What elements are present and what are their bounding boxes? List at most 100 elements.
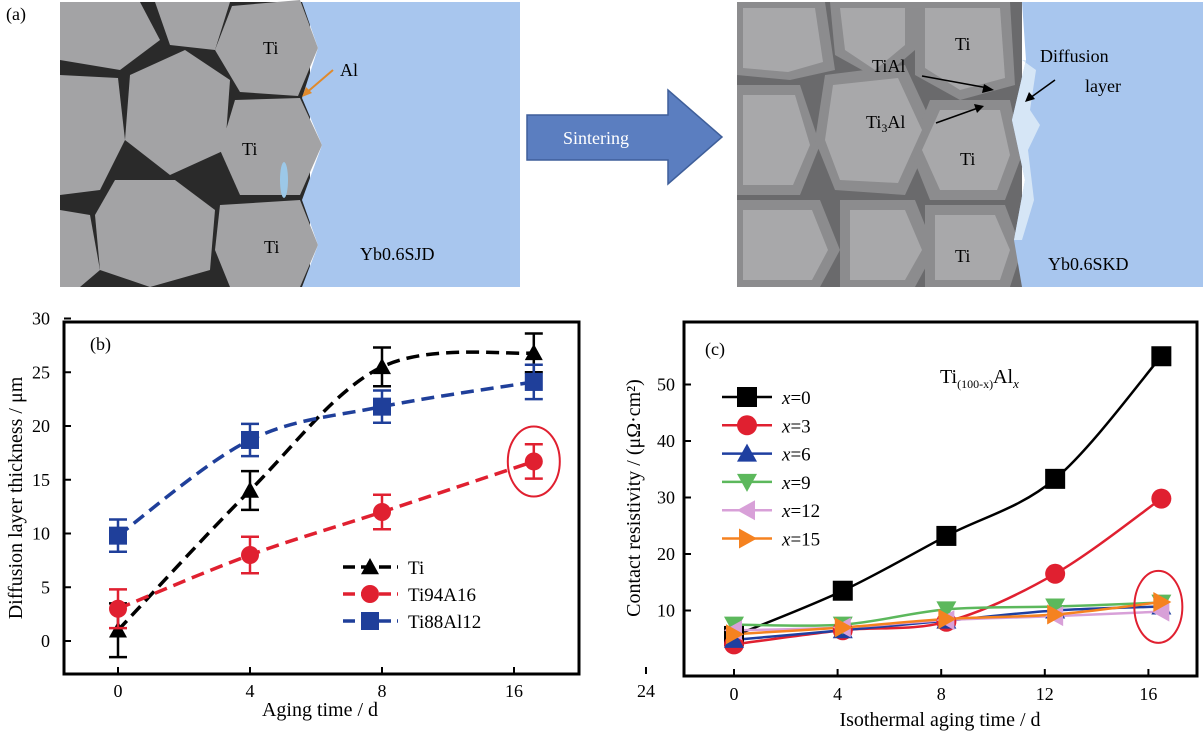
data-point (1151, 594, 1172, 613)
legend-c: x=0 x=3 x=6 x=9 x=12 x=15 (722, 387, 820, 551)
series-group-b (109, 332, 561, 659)
ti3al-arrow (935, 107, 979, 124)
data-point (1151, 601, 1170, 622)
grain-label-ti: Ti (264, 237, 279, 257)
data-point (724, 629, 744, 648)
legend-label: Ti94A16 (408, 585, 476, 606)
substrate-label-right: Yb0.6SKD (1048, 254, 1129, 274)
legend-marker (737, 500, 755, 521)
tial-label: TiAl (872, 56, 905, 76)
series-line (733, 497, 1163, 646)
data-point (936, 611, 957, 632)
ti-grain (60, 210, 100, 287)
y-tick-label: 25 (32, 362, 50, 382)
panel-b-label: (b) (90, 334, 111, 355)
panel-a-label: (a) (6, 4, 26, 25)
y-tick-label: 20 (32, 416, 50, 436)
legend-marker (737, 473, 757, 492)
ti-grain (60, 75, 125, 195)
data-point (373, 503, 391, 521)
schematic-panel-a: (a) Ti Ti Ti Al Yb0.6SJD Sintering (6, 0, 1203, 287)
data-point (109, 599, 127, 618)
grain-label-ti: Ti (263, 38, 278, 58)
legend-label: x=9 (781, 473, 811, 494)
data-point (834, 617, 853, 638)
legend-label: x=12 (781, 501, 820, 522)
legend-marker (737, 387, 757, 407)
data-point (724, 625, 744, 646)
ti-grain (220, 98, 322, 195)
data-point (1047, 604, 1066, 625)
ti-grain (155, 2, 230, 50)
y-axis-ticks-c: 10 20 30 40 50 (657, 375, 691, 621)
data-point (109, 621, 127, 638)
x-tick-label: 16 (505, 681, 523, 701)
series-line (116, 380, 535, 538)
y-tick-label: 20 (657, 544, 675, 564)
legend-label: x=3 (781, 416, 811, 437)
ti-grain (60, 2, 160, 70)
data-point (524, 343, 543, 361)
highlight-circle (506, 425, 561, 498)
y-axis-label-c: Contact resistivity / (μΩ·cm²) (623, 379, 645, 617)
grain-label-ti: Ti (242, 139, 257, 159)
data-point (936, 610, 957, 629)
formula-label: Ti(100-x)Alx (940, 366, 1019, 391)
legend-label: x=0 (781, 388, 811, 409)
diffusion-layer-label: Diffusion (1040, 46, 1109, 66)
diffusion-layer-label-line2: layer (1085, 76, 1121, 96)
y-tick-label: 10 (657, 601, 675, 621)
data-point (1151, 596, 1172, 615)
x-tick-label: 24 (637, 681, 655, 701)
x-axis-ticks-c: 0 4 8 12 16 (730, 669, 1157, 704)
x-tick-label: 16 (1139, 684, 1157, 704)
legend-marker (737, 443, 757, 462)
y-axis-label-b: Diffusion layer thickness / μm (5, 376, 27, 619)
plot-frame-b (62, 320, 581, 676)
x-axis-label-c: Isothermal aging time / d (839, 709, 1040, 731)
y-tick-label: 5 (41, 577, 50, 597)
data-point (241, 546, 259, 564)
series-line (733, 600, 1162, 636)
y-tick-label: 0 (41, 631, 50, 651)
data-point (724, 616, 744, 635)
grain-label-ti: Ti (955, 34, 970, 54)
substrate-yb06skd (1012, 2, 1203, 287)
x-tick-label: 8 (378, 681, 387, 701)
grain-label-ti: Ti (955, 246, 970, 266)
data-point (1045, 606, 1064, 627)
al-label: Al (340, 60, 358, 80)
legend-b: Ti Ti94A16 Ti88Al12 (343, 558, 481, 633)
sintering-arrow: Sintering (526, 88, 724, 186)
data-point (724, 634, 744, 655)
data-point (936, 525, 957, 546)
x-tick-label: 0 (730, 684, 739, 704)
legend-marker (739, 528, 757, 549)
highlight-circle (1133, 569, 1184, 644)
y-tick-label: 15 (32, 470, 50, 490)
x-tick-label: 4 (833, 684, 842, 704)
legend-label: x=15 (781, 530, 820, 551)
diffusion-arrow (1029, 79, 1056, 99)
data-point (1045, 598, 1066, 617)
data-point (726, 624, 744, 645)
data-point (1153, 592, 1172, 613)
legend-marker (361, 585, 379, 603)
before-sintering-schematic: Ti Ti Ti Al Yb0.6SJD (60, 0, 520, 287)
after-sintering-schematic: Ti Ti Ti TiAl Ti3Al Diffusion layer Yb0.… (737, 2, 1203, 287)
data-point (524, 452, 543, 471)
legend-marker (737, 415, 757, 436)
substrate-label-left: Yb0.6SJD (360, 244, 435, 264)
plot-frame-c (682, 320, 1199, 678)
data-point (936, 610, 955, 631)
y-tick-label: 50 (657, 375, 675, 395)
x-tick-label: 8 (937, 684, 946, 704)
series-group-c (724, 346, 1184, 655)
series-line (117, 459, 535, 611)
series-line (733, 605, 1162, 642)
substrate-yb06sjd (302, 2, 520, 287)
data-point (241, 430, 259, 449)
data-point (832, 580, 853, 601)
x-tick-label: 4 (246, 681, 255, 701)
series-line (733, 355, 1163, 638)
